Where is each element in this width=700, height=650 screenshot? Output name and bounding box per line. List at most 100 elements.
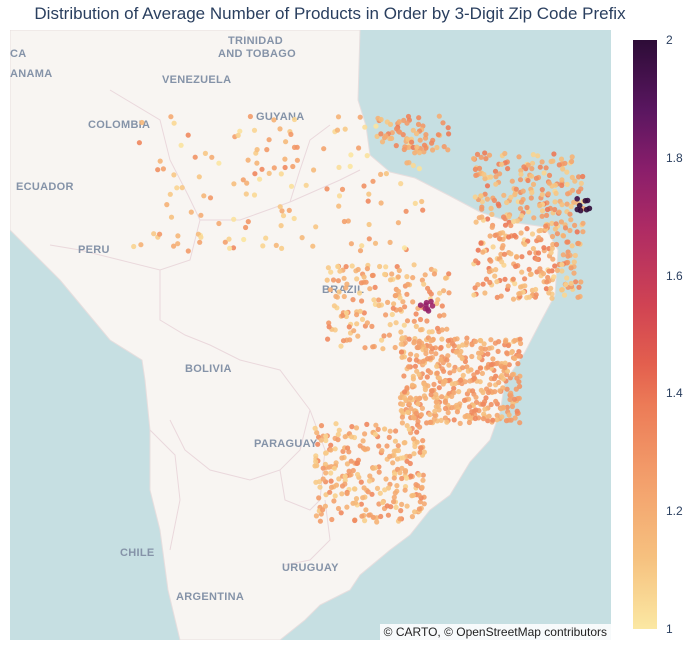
land-caribbean-island <box>244 30 262 38</box>
zip-prefix-point <box>328 470 334 476</box>
zip-prefix-point <box>412 200 418 206</box>
zip-prefix-point <box>364 421 370 427</box>
zip-prefix-point <box>517 336 523 342</box>
zip-prefix-point <box>427 343 433 349</box>
zip-prefix-point <box>417 499 423 505</box>
zip-prefix-point <box>350 467 356 474</box>
zip-prefix-point <box>424 318 430 324</box>
zip-prefix-point <box>442 398 448 404</box>
zip-prefix-point <box>413 410 419 416</box>
zip-prefix-point <box>245 219 251 225</box>
zip-prefix-point <box>313 513 319 519</box>
zip-prefix-point <box>535 153 541 159</box>
zip-prefix-point <box>473 394 479 400</box>
zip-prefix-point <box>467 378 473 384</box>
zip-prefix-point <box>522 241 528 247</box>
zip-prefix-point <box>436 375 442 381</box>
zip-prefix-point <box>338 510 344 516</box>
zip-prefix-point <box>412 443 418 450</box>
zip-prefix-point <box>554 231 561 237</box>
zip-prefix-point <box>377 490 383 496</box>
zip-prefix-point <box>257 176 263 182</box>
zip-prefix-point <box>385 512 391 518</box>
zip-prefix-point <box>410 299 416 305</box>
zip-prefix-point <box>411 451 417 457</box>
zip-prefix-point <box>429 140 435 146</box>
zip-prefix-point <box>346 324 352 330</box>
zip-prefix-point <box>485 364 491 370</box>
zip-prefix-point <box>335 505 342 512</box>
zip-prefix-point <box>416 371 422 378</box>
zip-prefix-point <box>574 206 581 213</box>
zip-prefix-point <box>231 216 237 222</box>
zip-prefix-point <box>491 197 497 203</box>
zip-prefix-point <box>517 383 523 389</box>
zip-prefix-point <box>378 200 384 206</box>
zip-prefix-point <box>461 397 468 403</box>
zip-prefix-point <box>320 507 326 513</box>
zip-prefix-point <box>361 274 367 280</box>
zip-prefix-point <box>464 335 470 341</box>
zip-prefix-point <box>502 276 508 282</box>
zip-prefix-point <box>335 263 341 270</box>
zip-prefix-point <box>342 473 348 479</box>
zip-prefix-point <box>409 493 415 499</box>
zip-prefix-point <box>415 401 421 407</box>
zip-prefix-point <box>471 376 477 382</box>
zip-prefix-point <box>582 198 589 204</box>
zip-prefix-point <box>402 469 408 475</box>
map-svg[interactable]: TRINIDAD AND TOBAGO VENEZUELA GUYANA COL… <box>10 30 611 640</box>
zip-prefix-point <box>389 135 395 141</box>
zip-prefix-point <box>553 221 559 227</box>
zip-prefix-point <box>422 387 428 393</box>
label-tobago: AND TOBAGO <box>218 48 296 60</box>
zip-prefix-point <box>345 445 351 451</box>
zip-prefix-point <box>328 442 334 448</box>
zip-prefix-point <box>336 164 342 170</box>
zip-prefix-point <box>485 418 491 424</box>
zip-prefix-point <box>518 284 524 290</box>
zip-prefix-point <box>568 280 574 287</box>
zip-prefix-point <box>559 202 565 208</box>
zip-prefix-point <box>382 426 388 432</box>
zip-prefix-point <box>407 453 413 459</box>
zip-prefix-point <box>383 264 389 270</box>
zip-prefix-point <box>414 429 420 435</box>
zip-prefix-point <box>475 247 481 253</box>
zip-prefix-point <box>452 336 458 342</box>
map-view[interactable]: TRINIDAD AND TOBAGO VENEZUELA GUYANA COL… <box>10 30 611 640</box>
zip-prefix-point <box>567 211 573 217</box>
zip-prefix-point <box>490 244 496 250</box>
zip-prefix-point <box>216 220 222 227</box>
zip-prefix-point <box>333 421 339 427</box>
zip-prefix-point <box>313 458 319 465</box>
zip-prefix-point <box>576 174 582 180</box>
zip-prefix-point <box>334 127 341 133</box>
zip-prefix-point <box>524 204 530 211</box>
zip-prefix-point <box>469 409 475 415</box>
zip-prefix-point <box>403 475 410 481</box>
zip-prefix-point <box>486 413 492 419</box>
zip-prefix-point <box>516 353 522 359</box>
zip-prefix-point <box>406 336 412 342</box>
zip-prefix-point <box>493 398 499 404</box>
zip-prefix-point <box>331 465 337 471</box>
zip-prefix-point <box>326 324 332 330</box>
zip-prefix-point <box>366 236 372 242</box>
zip-prefix-point <box>569 158 575 165</box>
zip-prefix-point <box>361 485 367 491</box>
zip-prefix-point <box>525 162 531 168</box>
zip-prefix-point <box>282 164 288 171</box>
zip-prefix-point <box>509 178 515 184</box>
colorbar-tick: 1.6 <box>666 268 683 283</box>
zip-prefix-point <box>496 236 503 242</box>
zip-prefix-point <box>473 219 479 225</box>
zip-prefix-point <box>513 254 520 260</box>
label-panama-fragment: ANAMA <box>10 68 52 80</box>
zip-prefix-point <box>314 463 320 469</box>
zip-prefix-point <box>434 144 440 151</box>
zip-prefix-point <box>414 144 420 150</box>
zip-prefix-point <box>559 177 565 183</box>
zip-prefix-point <box>462 414 468 420</box>
zip-prefix-point <box>366 512 372 518</box>
